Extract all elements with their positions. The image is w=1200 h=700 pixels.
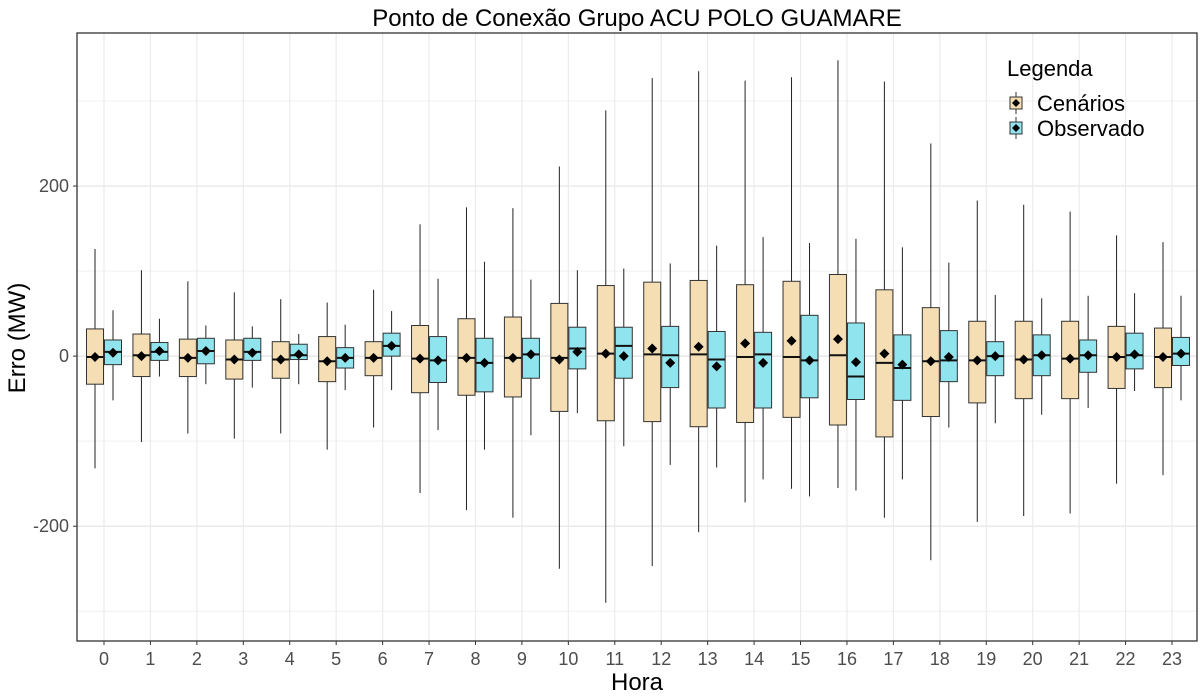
mean-marker [293,349,304,360]
mean-marker [554,354,565,365]
mean-marker [1083,350,1094,361]
x-tick-label: 10 [558,649,578,669]
mean-marker [693,341,704,352]
x-axis-title: Hora [611,669,664,696]
mean-marker [275,354,286,365]
x-tick-label: 14 [744,649,764,669]
mean-marker [182,352,193,363]
mean-marker [461,352,472,363]
mean-marker [479,357,490,368]
mean-marker [1065,353,1076,364]
mean-marker [572,346,583,357]
legend-mean-marker [1012,124,1020,132]
mean-marker [136,351,147,362]
x-tick-label: 3 [238,649,248,669]
mean-marker [1158,351,1168,362]
legend-title: Legenda [1007,56,1093,81]
mean-marker [786,335,797,346]
mean-marker [1176,348,1186,359]
mean-marker [1036,350,1047,361]
mean-marker [879,348,890,359]
legend-label: Cenários [1037,91,1125,116]
box [661,325,680,389]
box [828,273,847,426]
mean-marker [850,357,861,368]
mean-marker [229,354,240,365]
mean-marker [647,343,658,354]
x-tick-label: 0 [99,649,109,669]
x-tick-label: 6 [378,649,388,669]
mean-marker [90,351,100,362]
mean-marker [507,352,518,363]
legend-key [1009,117,1023,139]
mean-marker [1018,354,1029,365]
mean-marker [322,356,333,367]
mean-marker [665,357,676,368]
y-tick-label: 0 [59,346,69,366]
mean-marker [386,340,397,351]
mean-marker [340,352,351,363]
x-tick-label: 21 [1069,649,1089,669]
mean-marker [600,348,611,359]
x-tick-label: 17 [883,649,903,669]
mean-marker [925,356,936,367]
x-tick-label: 15 [791,649,811,669]
mean-marker [758,357,769,368]
x-tick-label: 20 [1023,649,1043,669]
x-tick-label: 8 [470,649,480,669]
x-tick-label: 19 [976,649,996,669]
box [754,331,773,409]
y-axis-title: Erro (MW) [4,283,31,394]
x-tick-label: 4 [285,649,295,669]
mean-marker [990,351,1001,362]
boxes [86,60,1190,603]
x-tick-label: 7 [424,649,434,669]
mean-marker [415,353,426,364]
x-tick-label: 12 [651,649,671,669]
legend-label: Observado [1037,116,1145,141]
mean-marker [832,334,843,345]
mean-marker [972,355,983,366]
x-tick-label: 11 [605,649,624,669]
mean-marker [804,355,815,366]
x-tick-label: 18 [930,649,950,669]
x-tick-label: 1 [145,649,155,669]
mean-marker [108,347,118,358]
mean-marker [154,346,165,357]
x-tick-label: 9 [517,649,527,669]
legend-mean-marker [1012,99,1020,107]
x-tick-label: 2 [192,649,202,669]
box [782,280,801,418]
mean-marker [897,359,908,370]
mean-marker [618,351,629,362]
mean-marker [525,349,536,360]
mean-marker [943,351,954,362]
mean-marker [433,355,444,366]
x-tick-label: 5 [331,649,341,669]
mean-marker [711,361,722,372]
x-tick-label: 16 [837,649,857,669]
mean-marker [200,346,211,357]
x-tick-label: 22 [1116,649,1136,669]
legend-key [1009,92,1023,114]
y-tick-label: 200 [39,176,69,196]
mean-marker [368,352,379,363]
x-tick-label: 13 [698,649,718,669]
mean-marker [1111,351,1122,362]
mean-marker [247,347,258,358]
chart-title: Ponto de Conexão Grupo ACU POLO GUAMARE [372,5,902,32]
y-tick-label: -200 [33,516,69,536]
x-tick-label: 23 [1162,649,1182,669]
mean-marker [740,338,751,349]
mean-marker [1129,349,1140,360]
plot-border [76,32,1198,642]
box [736,284,755,423]
